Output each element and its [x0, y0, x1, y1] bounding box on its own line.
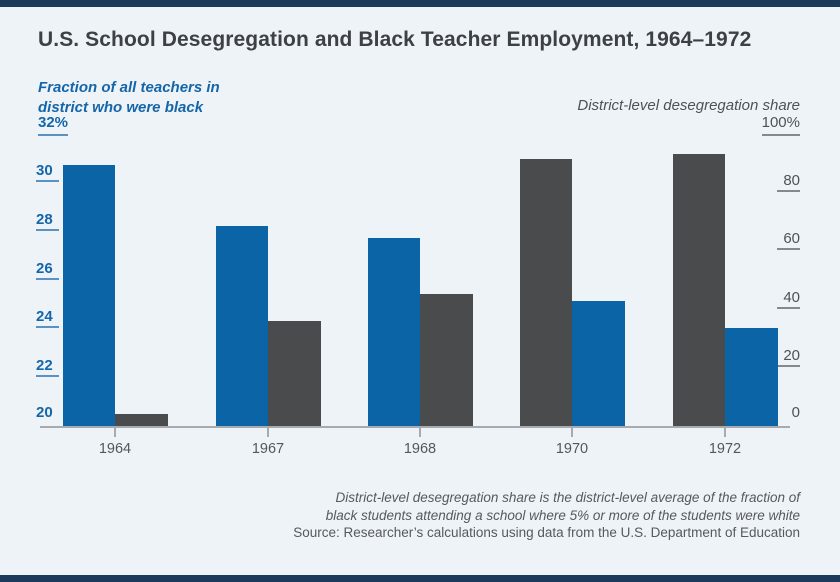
bar-teachers-1964	[62, 164, 115, 426]
x-axis-label-1972: 1972	[708, 441, 742, 457]
bar-deseg-1972	[672, 153, 725, 426]
x-axis-label-1964: 1964	[98, 441, 132, 457]
bar-deseg-1970	[519, 159, 572, 426]
note-line-1: District-level desegregation share is th…	[335, 490, 800, 505]
top-banner	[0, 0, 840, 7]
y-tick-left-22: 22	[36, 357, 59, 378]
note-line-2: black students attending a school where …	[325, 507, 800, 523]
y-tick-right-80: 80	[777, 172, 800, 192]
x-tick-1972	[724, 426, 726, 437]
left-axis-title: Fraction of all teachers in district who…	[38, 78, 288, 118]
right-axis-max-label: 100%	[761, 114, 800, 136]
x-axis-label-1967: 1967	[251, 441, 285, 457]
x-axis-line	[40, 426, 790, 428]
y-tick-left-30: 30	[36, 162, 59, 182]
bottom-banner	[0, 575, 840, 582]
bar-teachers-1967	[215, 225, 268, 426]
bar-deseg-1964	[115, 414, 168, 426]
x-tick-1964	[114, 426, 116, 437]
y-tick-left-24: 24	[36, 308, 59, 329]
x-axis-label-1968: 1968	[403, 441, 437, 457]
bar-deseg-1968	[420, 294, 473, 426]
left-axis-max-label: 32%	[38, 114, 69, 136]
source-line: Source: Researcher’s calculations using …	[293, 525, 800, 540]
footnotes: District-level desegregation share is th…	[180, 489, 800, 542]
right-axis-title: District-level desegregation share	[577, 97, 800, 114]
x-tick-1967	[267, 426, 269, 437]
y-tick-left-26: 26	[36, 260, 59, 280]
x-tick-1968	[419, 426, 421, 437]
bar-deseg-1967	[268, 320, 321, 426]
y-tick-right-60: 60	[777, 230, 800, 251]
x-tick-1970	[571, 426, 573, 437]
bar-teachers-1972	[725, 328, 778, 426]
y-tick-left-28: 28	[36, 211, 59, 231]
left-axis-title-line1: Fraction of all teachers in	[38, 79, 220, 96]
left-axis-title-line2: district who were black	[38, 99, 204, 116]
bar-teachers-1968	[367, 237, 420, 426]
y-tick-right-0: 0	[791, 404, 800, 421]
y-tick-right-20: 20	[777, 347, 800, 368]
y-tick-left-20: 20	[36, 404, 53, 421]
x-axis-label-1970: 1970	[555, 441, 589, 457]
y-tick-right-40: 40	[777, 289, 800, 309]
bar-teachers-1970	[572, 301, 625, 426]
chart-title: U.S. School Desegregation and Black Teac…	[38, 28, 752, 51]
